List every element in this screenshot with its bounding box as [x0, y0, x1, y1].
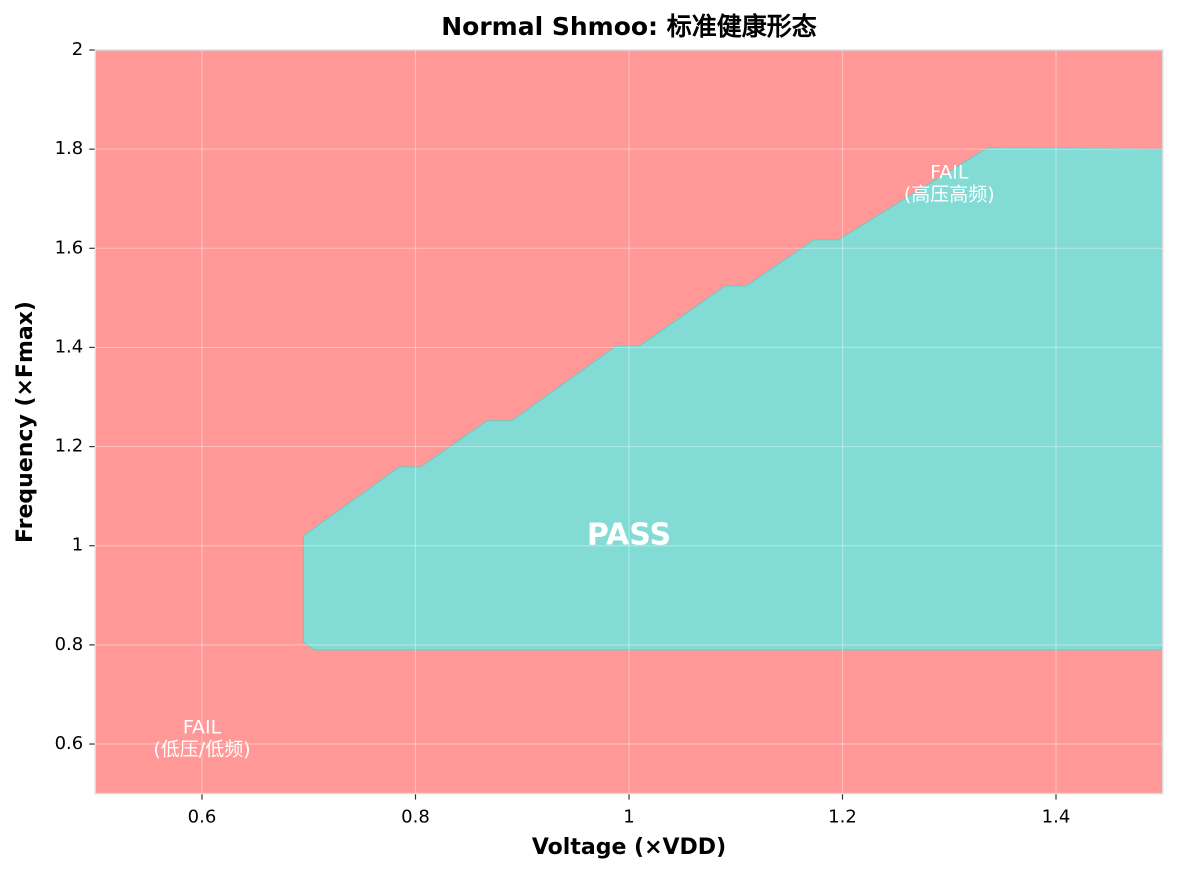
y-tick-label: 1.6 — [55, 237, 84, 258]
annotation: PASS — [587, 517, 671, 552]
x-axis-label: Voltage (×VDD) — [532, 835, 726, 860]
y-tick-label: 1.8 — [55, 138, 84, 159]
y-axis-label: Frequency (×Fmax) — [13, 301, 38, 543]
pass-region — [302, 147, 1164, 651]
x-tick-label: 0.8 — [401, 807, 430, 828]
y-tick-label: 1.4 — [55, 336, 84, 357]
annotation: (低压/低频) — [153, 739, 250, 761]
y-tick-label: 2 — [72, 39, 83, 60]
plot-frame — [94, 49, 1164, 795]
y-tick-label: 0.6 — [55, 733, 84, 754]
annotation: (高压高频) — [904, 183, 995, 205]
x-tick-label: 0.6 — [188, 807, 217, 828]
y-tick-label: 1 — [72, 535, 83, 556]
x-tick-label: 1.4 — [1042, 807, 1071, 828]
y-tick-label: 1.2 — [55, 436, 84, 457]
annotation: FAIL — [930, 161, 969, 183]
x-tick-label: 1 — [623, 807, 634, 828]
x-tick-label: 1.2 — [828, 807, 857, 828]
y-tick-label: 0.8 — [55, 634, 84, 655]
annotation: FAIL — [183, 717, 222, 739]
chart-title: Normal Shmoo: 标准健康形态 — [441, 12, 817, 41]
